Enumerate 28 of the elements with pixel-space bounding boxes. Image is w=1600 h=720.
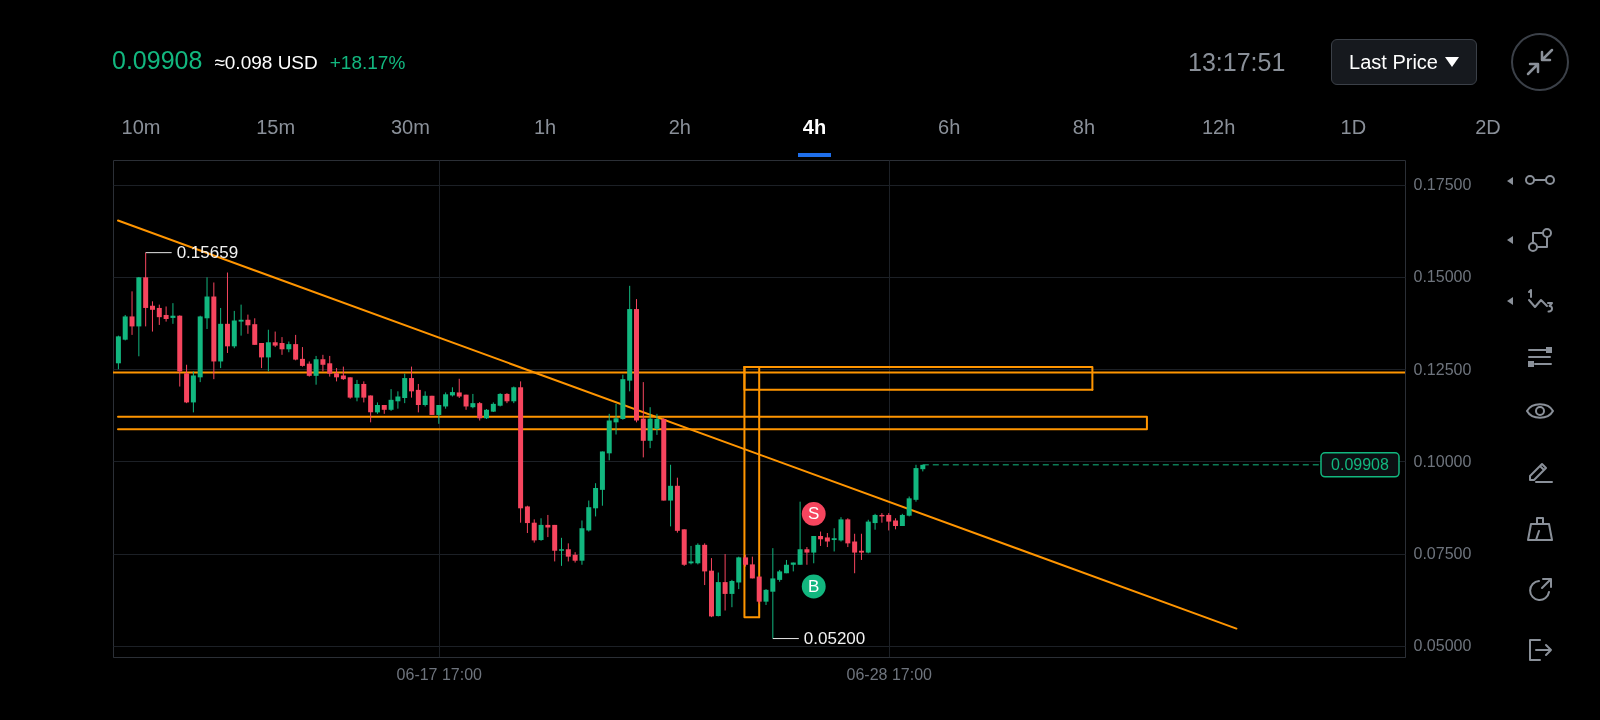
chart-subtitle: ≈0.098 USD xyxy=(214,52,318,74)
text: 6h xyxy=(938,116,961,139)
series-label: B xyxy=(808,576,820,596)
text: 10m xyxy=(121,116,161,139)
ref-line-label: 0.09908 xyxy=(1331,455,1390,473)
text: 2h xyxy=(668,116,691,139)
text: +18.17% xyxy=(329,52,406,74)
series-label: S xyxy=(808,503,820,523)
text: 2D xyxy=(1475,116,1501,139)
y-tick-label: 0.15000 xyxy=(1413,268,1472,286)
y-tick-label: 0.07500 xyxy=(1413,545,1472,563)
x-tick-label: 06-28 17:00 xyxy=(846,665,933,683)
text: 8h xyxy=(1072,116,1096,139)
text: 1D xyxy=(1340,116,1367,139)
y-tick-label: 0.17500 xyxy=(1413,176,1472,194)
dropdown-button: Last Price xyxy=(1331,39,1477,85)
x-tick-label: 06-17 17:00 xyxy=(396,665,483,683)
y-tick-label: 0.12500 xyxy=(1413,360,1472,378)
text: 1h xyxy=(533,116,557,139)
text: 12h xyxy=(1201,116,1236,139)
text: 30m xyxy=(390,116,430,139)
y-tick-label: 0.05000 xyxy=(1413,637,1472,655)
text: 13:17:51 xyxy=(1188,48,1286,77)
text: 4h xyxy=(802,116,827,139)
text: 15m xyxy=(256,116,296,139)
y-tick-label: 0.10000 xyxy=(1413,452,1472,470)
annotation: 0.05200 xyxy=(803,628,866,648)
chart-title: 0.09908 xyxy=(112,46,203,75)
